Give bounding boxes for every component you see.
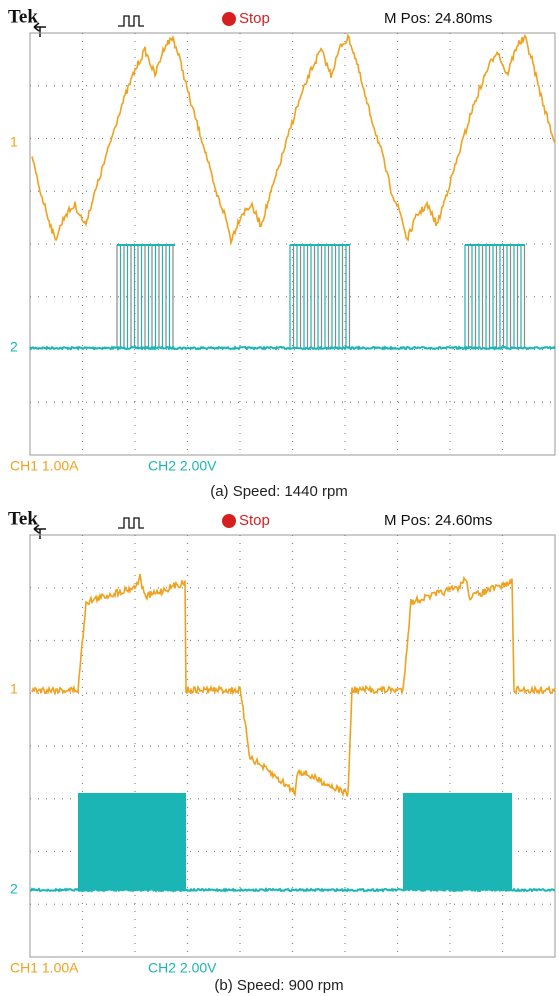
run-status: Stop	[239, 512, 270, 529]
ch1-marker: 1	[10, 681, 18, 697]
ch2-marker: 2	[10, 339, 18, 355]
ch2-trace	[30, 347, 555, 349]
screen	[30, 535, 555, 957]
position: M Pos: 24.80ms	[384, 10, 492, 27]
brand: Tek	[8, 508, 38, 529]
stop-indicator	[222, 514, 236, 528]
ch1-trace	[32, 574, 555, 796]
trigger-arrow	[34, 525, 46, 539]
brand: Tek	[8, 6, 38, 27]
trigger-icon	[118, 518, 144, 528]
ch1-scale: CH1 1.00A	[10, 458, 79, 474]
run-status: Stop	[239, 10, 270, 27]
figure: Tek Stop M Pos: 24.80ms 1 2 CH1 1.00A CH2 2.00…	[0, 0, 559, 996]
ch2-scale: CH2 2.00V	[148, 458, 217, 474]
scope-panel: Tek Stop M Pos: 24.60ms 1 2 CH1 1.00A CH2 2.00…	[8, 508, 555, 994]
pwm-block	[403, 793, 512, 890]
ch1-scale: CH1 1.00A	[10, 960, 79, 976]
trigger-icon	[118, 16, 144, 26]
ch2-scale: CH2 2.00V	[148, 960, 217, 976]
trigger-arrow	[34, 23, 46, 37]
ch1-marker: 1	[10, 134, 18, 150]
ch2-marker: 2	[10, 881, 18, 897]
scope-panel: Tek Stop M Pos: 24.80ms 1 2 CH1 1.00A CH2 2.00…	[8, 6, 555, 500]
stop-indicator	[222, 12, 236, 26]
ch2-trace	[30, 889, 555, 891]
position: M Pos: 24.60ms	[384, 512, 492, 529]
caption: (b) Speed: 900 rpm	[214, 977, 343, 994]
pwm-block	[78, 793, 186, 890]
caption: (a) Speed: 1440 rpm	[210, 483, 348, 500]
